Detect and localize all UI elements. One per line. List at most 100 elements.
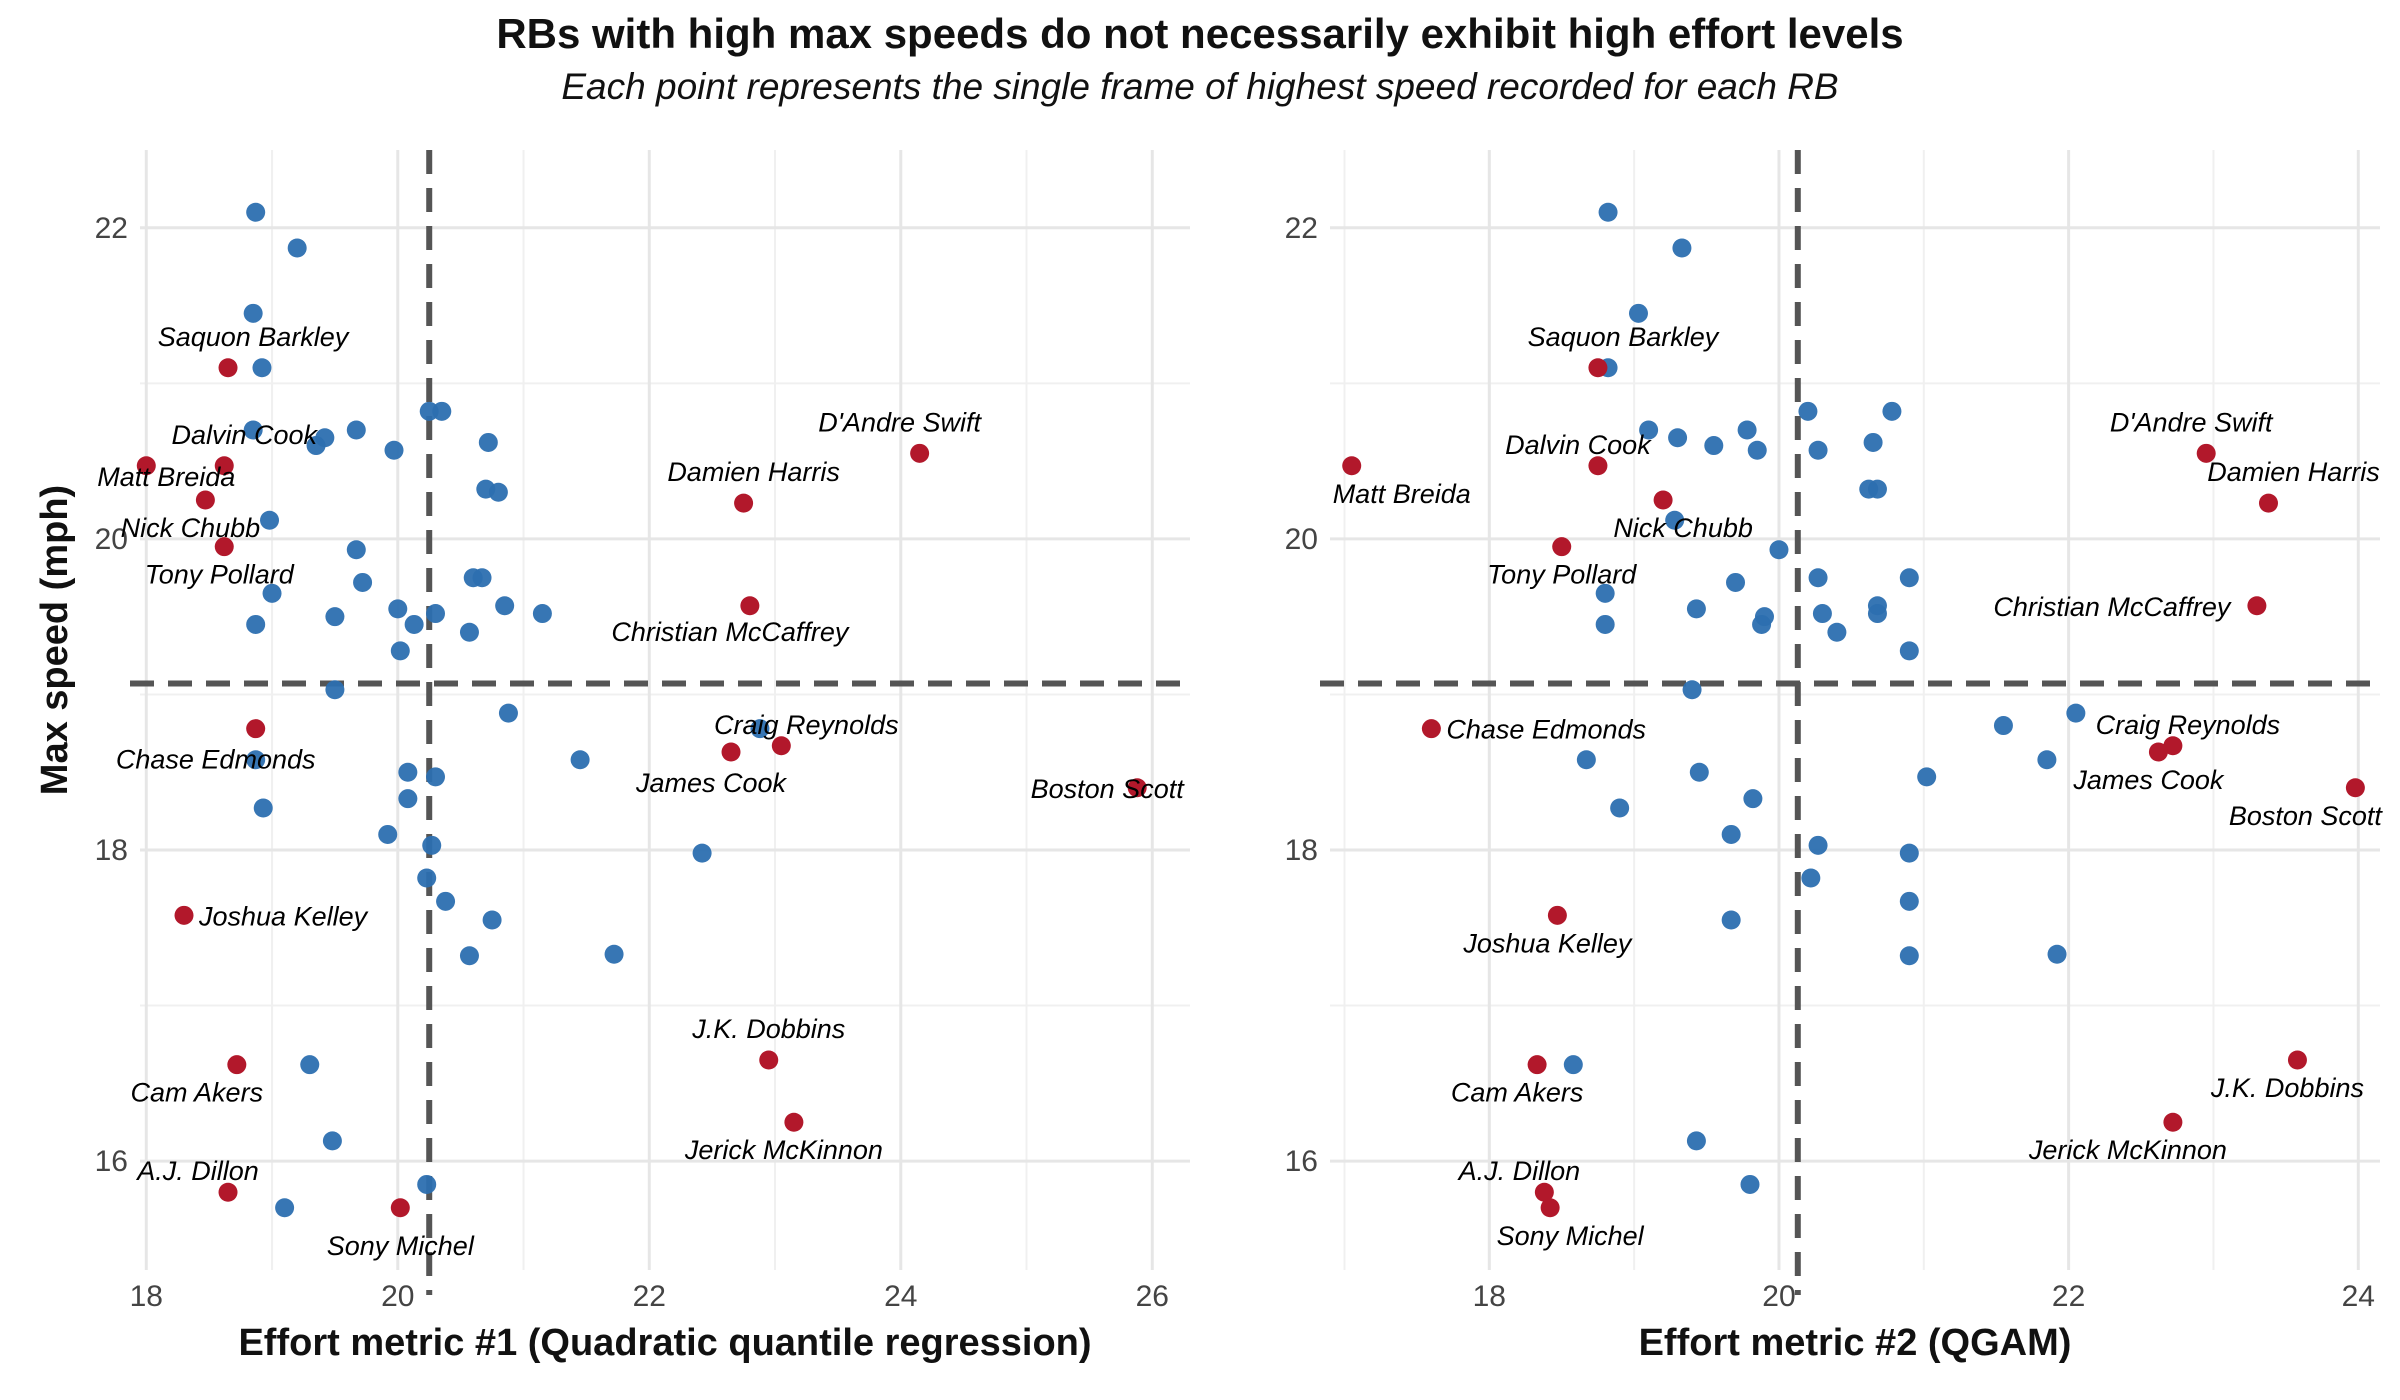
scatter-point	[1812, 604, 1832, 624]
point-label: Dalvin Cook	[1505, 430, 1652, 460]
x-axis-label-panel-2: Effort metric #2 (QGAM)	[1638, 1322, 2072, 1364]
scatter-point	[1882, 401, 1902, 421]
point-label: Boston Scott	[1031, 774, 1186, 804]
y-tick-label: 16	[95, 1145, 128, 1178]
highlighted-point	[174, 905, 194, 925]
highlighted-point	[759, 1050, 779, 1070]
point-label: Sony Michel	[1497, 1221, 1645, 1251]
highlighted-point	[1342, 456, 1362, 476]
scatter-point	[1863, 432, 1883, 452]
x-tick-label: 24	[884, 1280, 917, 1313]
highlighted-point	[2287, 1050, 2307, 1070]
point-label: Jerick McKinnon	[684, 1135, 883, 1165]
scatter-point	[459, 946, 479, 966]
point-label: Cam Akers	[1451, 1078, 1584, 1108]
scatter-point	[1827, 622, 1847, 642]
scatter-point	[287, 238, 307, 258]
highlighted-point	[1534, 1182, 1554, 1202]
scatter-point	[432, 401, 452, 421]
highlighted-point	[214, 537, 234, 557]
point-label: Craig Reynolds	[2096, 710, 2281, 740]
scatter-point	[1801, 868, 1821, 888]
x-tick-label: 24	[2342, 1280, 2375, 1313]
scatter-point	[1610, 798, 1630, 818]
highlighted-point	[771, 736, 791, 756]
highlighted-point	[740, 596, 760, 616]
scatter-point	[1867, 479, 1887, 499]
highlighted-point	[2148, 742, 2168, 762]
highlighted-point	[734, 493, 754, 513]
scatter-point	[1639, 420, 1659, 440]
scatter-point	[472, 568, 492, 588]
scatter-point	[1899, 891, 1919, 911]
highlighted-point	[1421, 719, 1441, 739]
chart-subtitle: Each point represents the single frame o…	[561, 66, 1839, 107]
highlighted-point	[1547, 905, 1567, 925]
y-tick-label: 16	[1285, 1145, 1318, 1178]
scatter-point	[1563, 1055, 1583, 1075]
scatter-point	[692, 843, 712, 863]
scatter-point	[275, 1198, 295, 1218]
point-label: Jerick McKinnon	[2028, 1135, 2227, 1165]
point-label: A.J. Dillon	[1457, 1156, 1581, 1186]
scatter-point	[1743, 789, 1763, 809]
scatter-point	[404, 614, 424, 634]
point-label: D'Andre Swift	[2110, 407, 2274, 437]
scatter-point	[1867, 604, 1887, 624]
scatter-point	[426, 767, 446, 787]
scatter-point	[604, 944, 624, 964]
scatter-point	[346, 540, 366, 560]
scatter-point	[1747, 440, 1767, 460]
point-label: J.K. Dobbins	[691, 1014, 845, 1044]
scatter-point	[346, 420, 366, 440]
scatter-point	[1808, 568, 1828, 588]
scatter-point	[1672, 238, 1692, 258]
point-label: Tony Pollard	[145, 560, 295, 590]
scatter-point	[498, 703, 518, 723]
scatter-point	[417, 1174, 437, 1194]
scatter-point	[1595, 583, 1615, 603]
highlighted-point	[1127, 778, 1147, 798]
scatter-point	[459, 622, 479, 642]
scatter-point	[570, 750, 590, 770]
scatter-point	[300, 1055, 320, 1075]
y-tick-label: 18	[1285, 834, 1318, 867]
scatter-point	[1686, 1131, 1706, 1151]
x-tick-label: 18	[130, 1280, 163, 1313]
scatter-point	[1682, 680, 1702, 700]
scatter-point	[495, 596, 515, 616]
x-tick-label: 22	[2052, 1280, 2085, 1313]
point-label: Tony Pollard	[1487, 560, 1637, 590]
point-label: J.K. Dobbins	[2210, 1073, 2364, 1103]
scatter-point	[532, 604, 552, 624]
scatter-point	[243, 303, 263, 323]
highlighted-point	[218, 1182, 238, 1202]
scatter-point	[1595, 614, 1615, 634]
scatter-point	[488, 482, 508, 502]
scatter-point	[388, 599, 408, 619]
scatter-point	[252, 358, 272, 378]
highlighted-point	[218, 358, 238, 378]
point-label: Damien Harris	[2207, 457, 2380, 487]
y-tick-label: 20	[95, 523, 128, 556]
scatter-point	[390, 641, 410, 661]
highlighted-point	[2258, 493, 2278, 513]
scatter-point	[315, 428, 335, 448]
scatter-point	[253, 798, 273, 818]
scatter-point	[2037, 750, 2057, 770]
scatter-point	[322, 1131, 342, 1151]
scatter-point	[1721, 824, 1741, 844]
highlighted-point	[2196, 443, 2216, 463]
point-label: A.J. Dillon	[135, 1156, 259, 1186]
scatter-point	[246, 750, 266, 770]
scatter-point	[1665, 510, 1685, 530]
scatter-point	[325, 607, 345, 627]
x-tick-label: 18	[1473, 1280, 1506, 1313]
scatter-point	[1993, 716, 2013, 736]
scatter-point	[1899, 946, 1919, 966]
scatter-point	[1686, 599, 1706, 619]
highlighted-point	[195, 490, 215, 510]
scatter-point	[1598, 202, 1618, 222]
scatter-point	[384, 440, 404, 460]
